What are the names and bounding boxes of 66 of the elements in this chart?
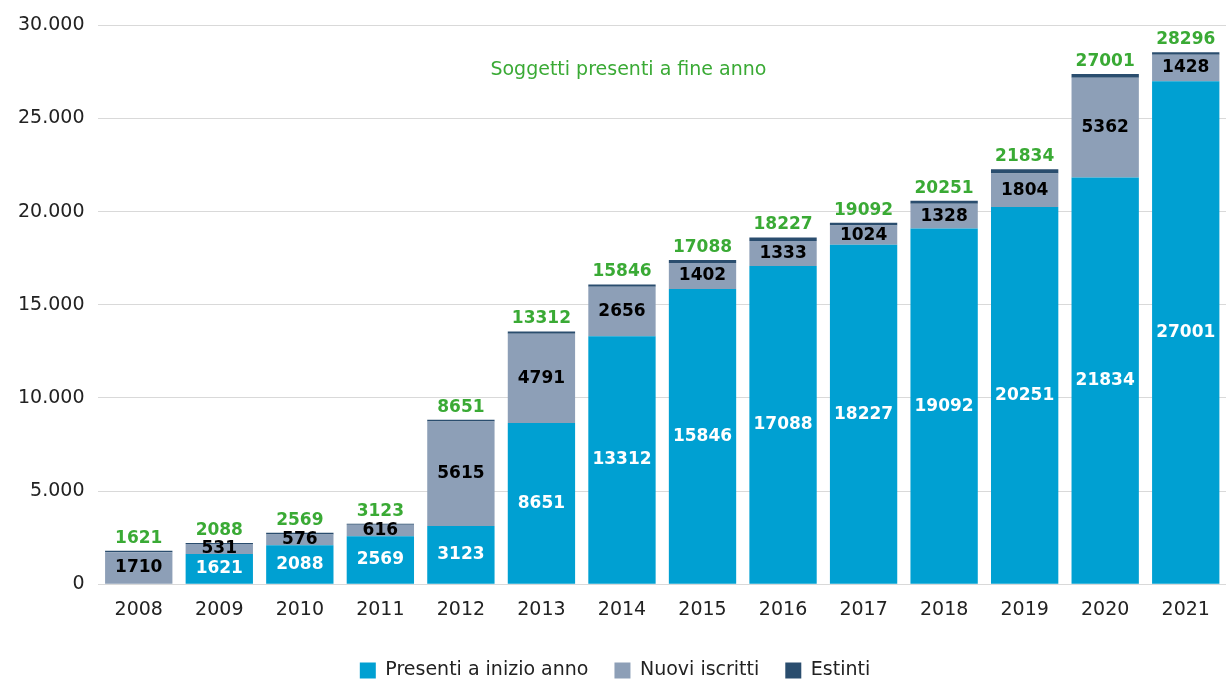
annotation: 2569: [276, 508, 324, 529]
data-label: 1402: [678, 264, 727, 285]
data-label: 1024: [839, 223, 888, 244]
x-tick-label: 2019: [1000, 596, 1049, 619]
annotation: 13312: [511, 307, 572, 328]
data-label: 1621: [195, 557, 243, 578]
data-label: 13312: [592, 448, 652, 469]
annotation: Soggetti presenti a fine anno: [490, 57, 767, 80]
legend-label: Estinti: [810, 657, 871, 680]
data-label: 15846: [672, 424, 733, 445]
y-tick-label: 5.000: [30, 478, 85, 500]
data-label: 17088: [753, 413, 813, 434]
data-label: 2088: [276, 552, 324, 573]
data-label: 21834: [1075, 369, 1135, 390]
annotation: 17088: [672, 235, 733, 256]
annotation: 15846: [592, 260, 652, 281]
x-tick-label: 2016: [758, 596, 808, 619]
data-label: 19092: [914, 394, 974, 415]
data-label: 2569: [356, 548, 405, 569]
data-label: 5615: [437, 462, 485, 483]
annotation: 3123: [356, 499, 405, 520]
x-tick-label: 2020: [1081, 596, 1130, 619]
x-tick-label: 2012: [436, 596, 486, 619]
data-label: 3123: [437, 543, 485, 564]
data-label: 20251: [995, 383, 1055, 404]
x-tick-label: 2014: [597, 596, 647, 619]
x-tick-label: 2011: [356, 596, 405, 619]
y-tick-label: 30.000: [18, 12, 85, 35]
data-label: 1804: [1000, 178, 1049, 199]
data-label: 5362: [1081, 115, 1129, 136]
y-tick-label: 0: [72, 571, 85, 594]
data-label: 1328: [920, 204, 968, 225]
x-tick-label: 2018: [919, 596, 969, 619]
data-label: 2656: [598, 299, 646, 320]
x-tick-label: 2009: [195, 596, 244, 619]
annotation: 2088: [195, 518, 243, 539]
y-tick-label: 20.000: [18, 198, 85, 221]
data-label: 18227: [834, 402, 894, 423]
data-label: 1710: [115, 556, 163, 577]
data-label: 8651: [517, 491, 566, 512]
x-tick-label: 2015: [678, 596, 727, 619]
data-label: 1333: [759, 241, 807, 262]
annotation: 20251: [914, 176, 974, 197]
data-label: 576: [282, 528, 318, 549]
y-tick-label: 15.000: [18, 291, 85, 314]
x-tick-label: 2013: [517, 596, 566, 619]
x-tick-label: 2017: [839, 596, 888, 619]
annotation: 27001: [1075, 49, 1135, 70]
data-label: 531: [201, 537, 238, 558]
annotation: 28296: [1156, 28, 1216, 49]
legend-label: Presenti a inizio anno: [385, 657, 589, 680]
x-tick-label: 2021: [1161, 596, 1210, 619]
annotation: 18227: [753, 213, 813, 234]
y-tick-label: 25.000: [18, 105, 85, 128]
x-tick-label: 2008: [114, 596, 163, 619]
annotation: 19092: [834, 198, 894, 219]
data-label: 1428: [1162, 56, 1210, 77]
annotation: 8651: [437, 395, 485, 416]
x-tick-label: 2010: [275, 596, 324, 619]
y-tick-label: 10.000: [18, 384, 85, 407]
data-label: 27001: [1156, 320, 1216, 341]
annotation: 21834: [995, 145, 1055, 166]
legend-label: Nuovi iscritti: [639, 657, 760, 680]
annotation: 1621: [115, 526, 163, 547]
data-label: 4791: [517, 366, 566, 387]
data-label: 616: [362, 519, 399, 540]
